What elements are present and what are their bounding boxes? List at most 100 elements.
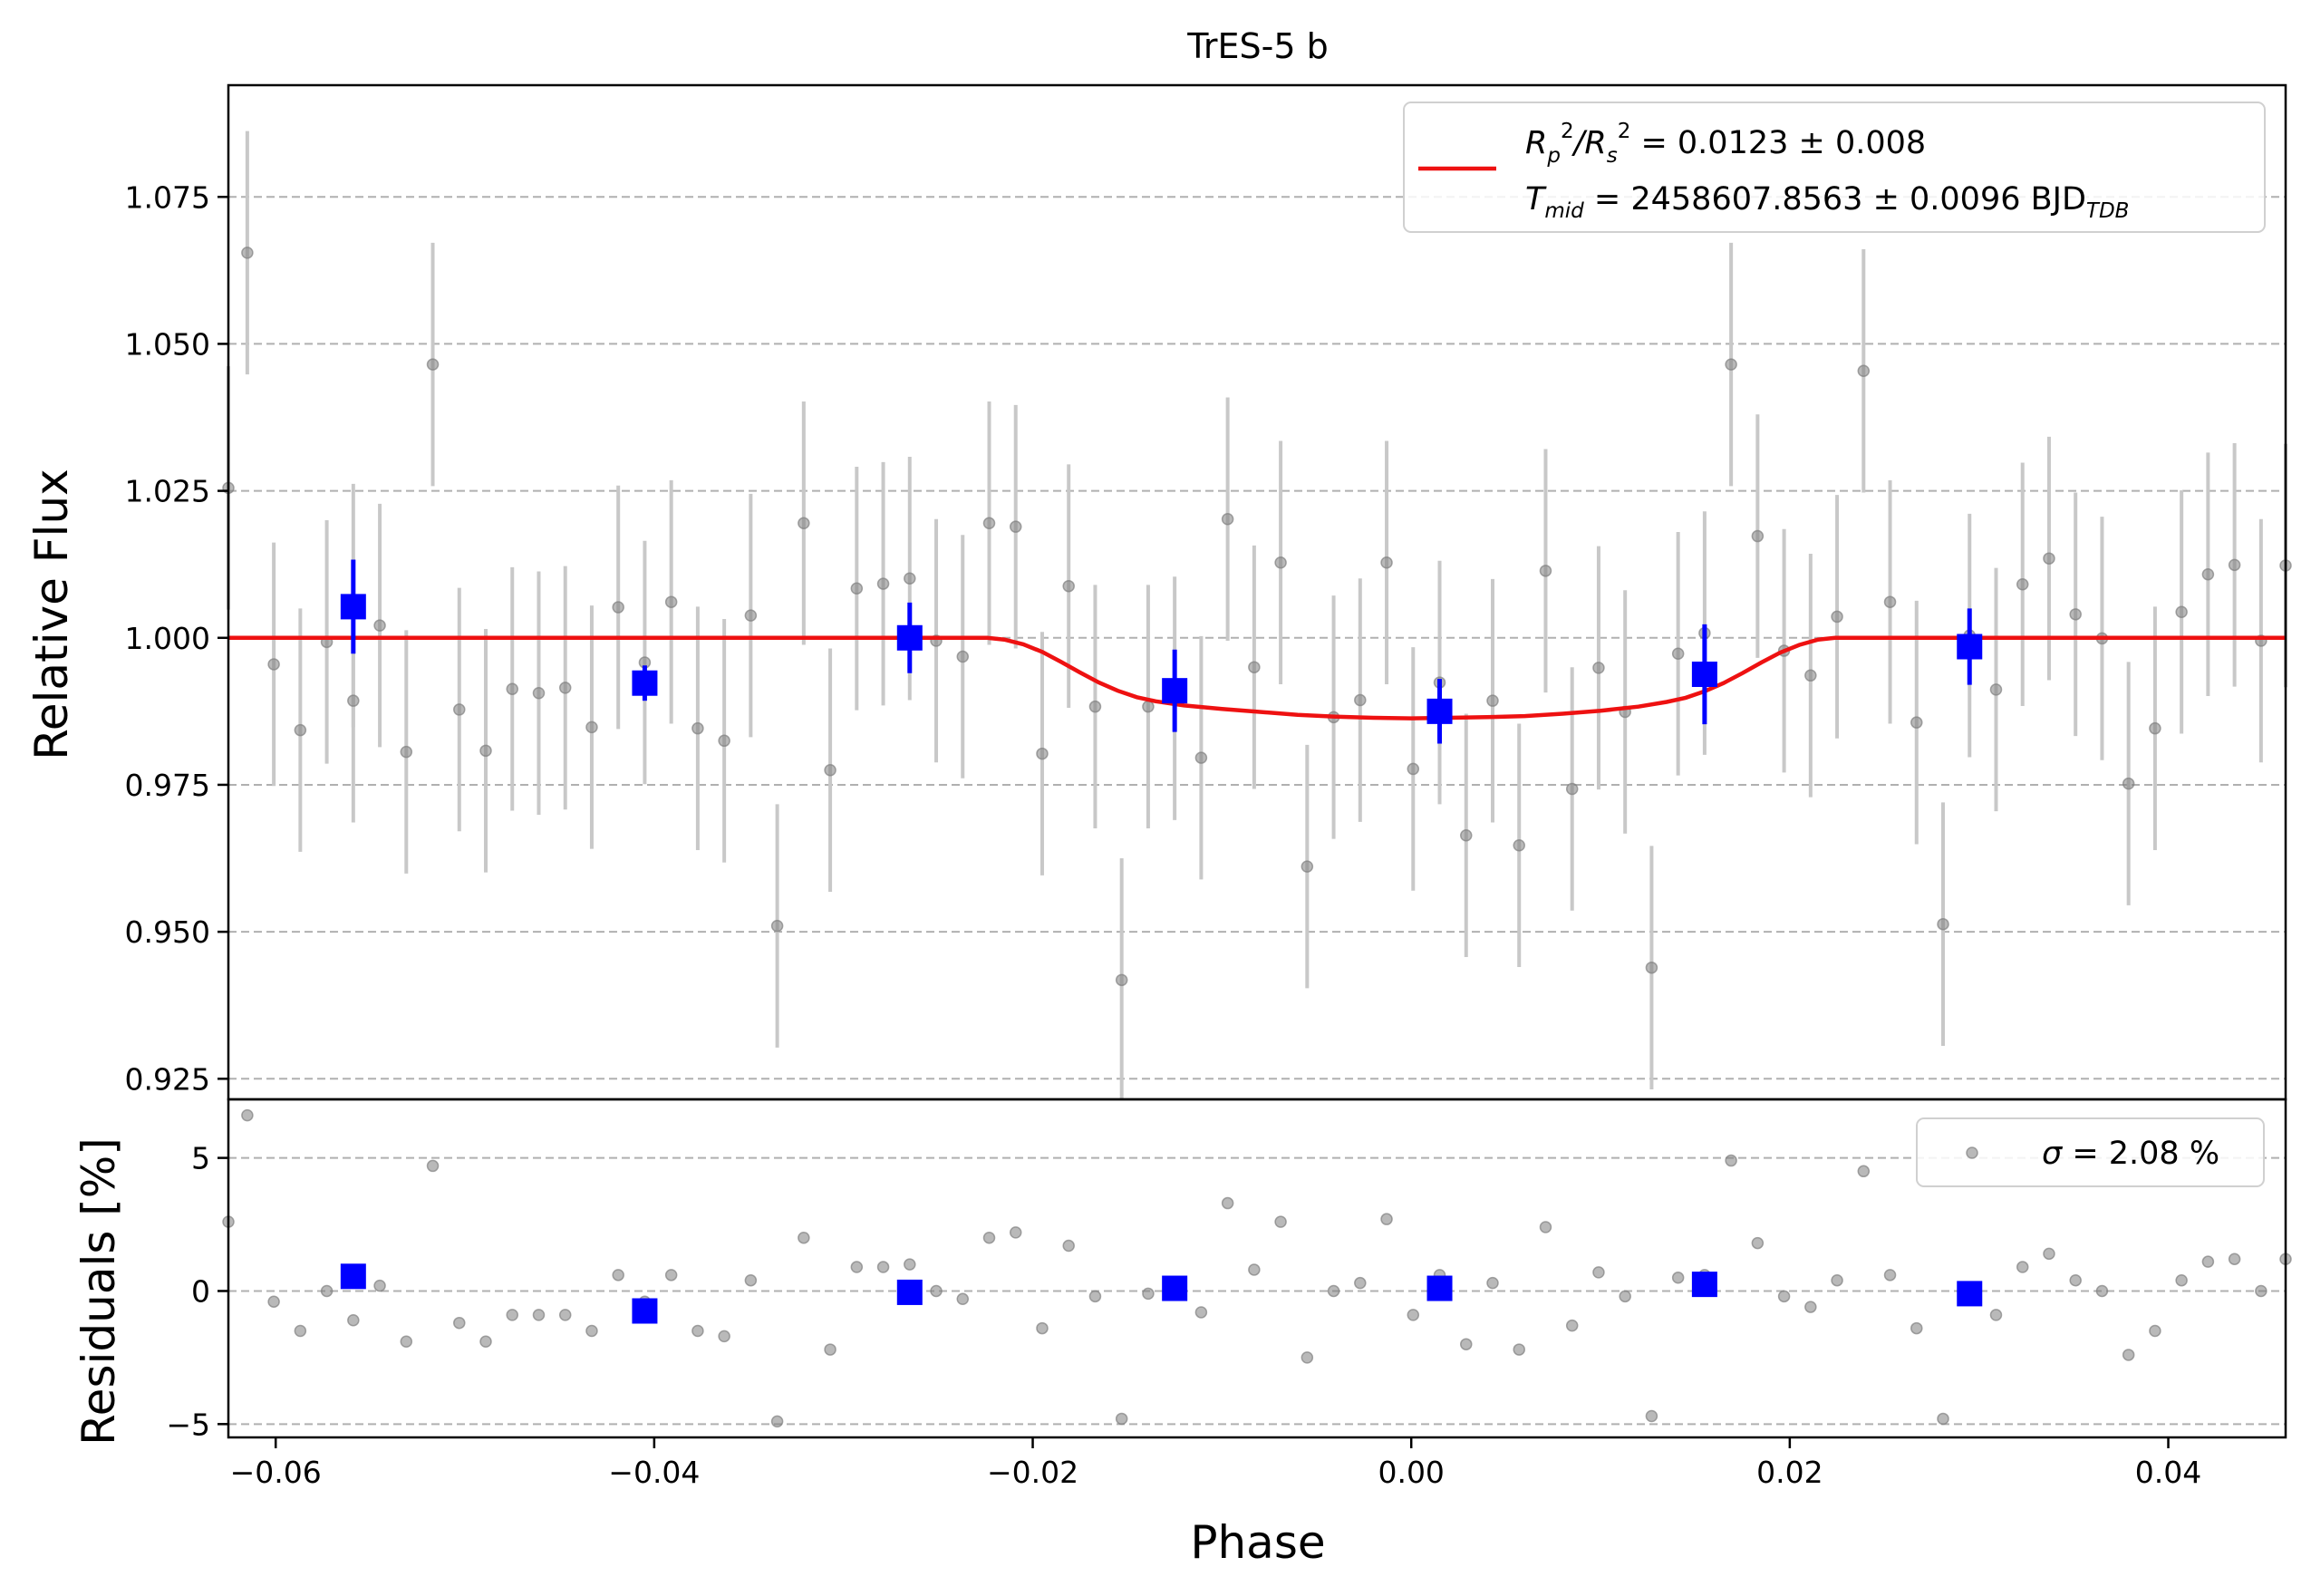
data-point	[1539, 565, 1552, 577]
data-point	[1115, 973, 1128, 987]
residual-point	[1565, 1319, 1579, 1332]
data-point	[1910, 716, 1923, 729]
data-point	[1460, 828, 1473, 842]
residual-point	[1619, 1290, 1631, 1303]
data-point	[1645, 961, 1658, 974]
data-point	[2201, 567, 2215, 581]
data-point	[691, 721, 704, 735]
data-point	[1751, 529, 1765, 543]
data-point	[1301, 860, 1314, 873]
data-point	[1592, 662, 1605, 674]
main-y-tick-label: 1.025	[125, 474, 210, 509]
data-point	[453, 703, 466, 716]
residual-point	[426, 1159, 440, 1173]
data-point	[798, 517, 810, 530]
residual-point	[1592, 1266, 1605, 1279]
residual-binned-point	[1957, 1281, 1983, 1307]
data-point	[956, 650, 970, 663]
data-point	[2016, 577, 2029, 591]
data-point	[770, 919, 784, 933]
residual-point	[2201, 1255, 2215, 1268]
residual-point	[1274, 1215, 1287, 1228]
residual-point	[798, 1231, 810, 1244]
main-points	[222, 247, 2292, 987]
main-y-tick-label: 1.000	[125, 621, 210, 656]
x-tick-label: −0.06	[230, 1455, 322, 1490]
data-point	[718, 734, 730, 748]
legend-radius-ratio: Rp2/Rs2 = 0.0123 ± 0.008	[1525, 120, 1926, 168]
data-point	[2175, 605, 2188, 618]
residual-point	[1831, 1273, 1843, 1287]
data-point	[1036, 747, 1049, 760]
main-binned-points	[340, 559, 1983, 744]
data-point	[373, 619, 386, 632]
data-point	[2228, 558, 2241, 572]
binned-point	[632, 670, 658, 696]
residual-point	[2228, 1253, 2241, 1265]
binned-point	[1162, 678, 1188, 704]
data-point	[1354, 693, 1367, 707]
residual-point	[1460, 1338, 1473, 1350]
main-y-tick-label: 0.925	[125, 1061, 210, 1097]
residual-point	[2122, 1349, 2135, 1361]
main-errorbars	[227, 131, 2287, 1099]
x-tick-label: 0.02	[1756, 1455, 1823, 1490]
x-tick-label: 0.00	[1378, 1455, 1444, 1490]
residual-point	[1725, 1154, 1737, 1167]
residual-point	[770, 1415, 784, 1428]
main-y-tick-label: 1.050	[125, 326, 210, 362]
residual-point	[1301, 1351, 1314, 1364]
residual-point	[2069, 1273, 2082, 1287]
data-point	[1221, 512, 1234, 526]
data-point	[904, 572, 916, 585]
residual-binned-point	[1426, 1275, 1453, 1301]
main-y-ticks: 0.925 0.950 0.975 1.000 1.025 1.050 1.075	[125, 179, 228, 1097]
data-point	[558, 682, 572, 694]
residual-point	[1513, 1343, 1525, 1356]
residual-binned-point	[896, 1279, 923, 1305]
data-point	[1989, 683, 2003, 696]
data-point	[1274, 556, 1287, 569]
residual-point	[1088, 1290, 1102, 1303]
x-axis-ticks: −0.06 −0.04 −0.02 0.00 0.02 0.04	[230, 1437, 2201, 1490]
main-y-tick-label: 0.950	[125, 914, 210, 950]
data-point	[2043, 552, 2055, 565]
residual-point	[1857, 1165, 1871, 1178]
data-point	[1804, 669, 1817, 682]
x-axis-label: Phase	[1190, 1516, 1325, 1569]
residual-y-tick-label: 0	[191, 1273, 210, 1309]
residual-point	[612, 1269, 624, 1282]
residual-plot-frame	[227, 1098, 2287, 1439]
data-point	[506, 682, 518, 695]
residual-point	[2255, 1284, 2267, 1298]
residual-point	[850, 1261, 864, 1273]
x-tick-label: 0.04	[2135, 1455, 2201, 1490]
data-point	[1831, 610, 1843, 624]
residual-point	[1036, 1321, 1049, 1335]
residual-binned-point	[1162, 1275, 1188, 1301]
data-point	[1194, 751, 1208, 764]
data-point	[241, 247, 254, 259]
residual-point	[347, 1314, 360, 1327]
residual-binned-point	[340, 1263, 366, 1290]
data-point	[1513, 839, 1525, 852]
main-y-tick-label: 1.075	[125, 179, 210, 215]
residual-point	[664, 1269, 678, 1282]
data-point	[347, 694, 360, 707]
residual-point	[1989, 1309, 2003, 1321]
legend-residual-sigma: σ = 2.08 %	[2042, 1136, 2219, 1172]
residual-point	[691, 1324, 704, 1338]
residual-point	[2043, 1247, 2055, 1261]
residual-point	[824, 1343, 836, 1356]
data-point	[1937, 917, 1949, 931]
residual-panel: −5 0 5 σ = 2.08 %	[166, 1098, 2292, 1442]
data-point	[426, 358, 440, 371]
residual-point	[1248, 1263, 1261, 1276]
chart-title: TrES-5 b	[1186, 26, 1328, 66]
data-point	[267, 658, 280, 671]
binned-point	[896, 624, 923, 651]
data-point	[850, 582, 864, 595]
data-point	[664, 595, 678, 608]
residual-point	[1194, 1306, 1208, 1319]
